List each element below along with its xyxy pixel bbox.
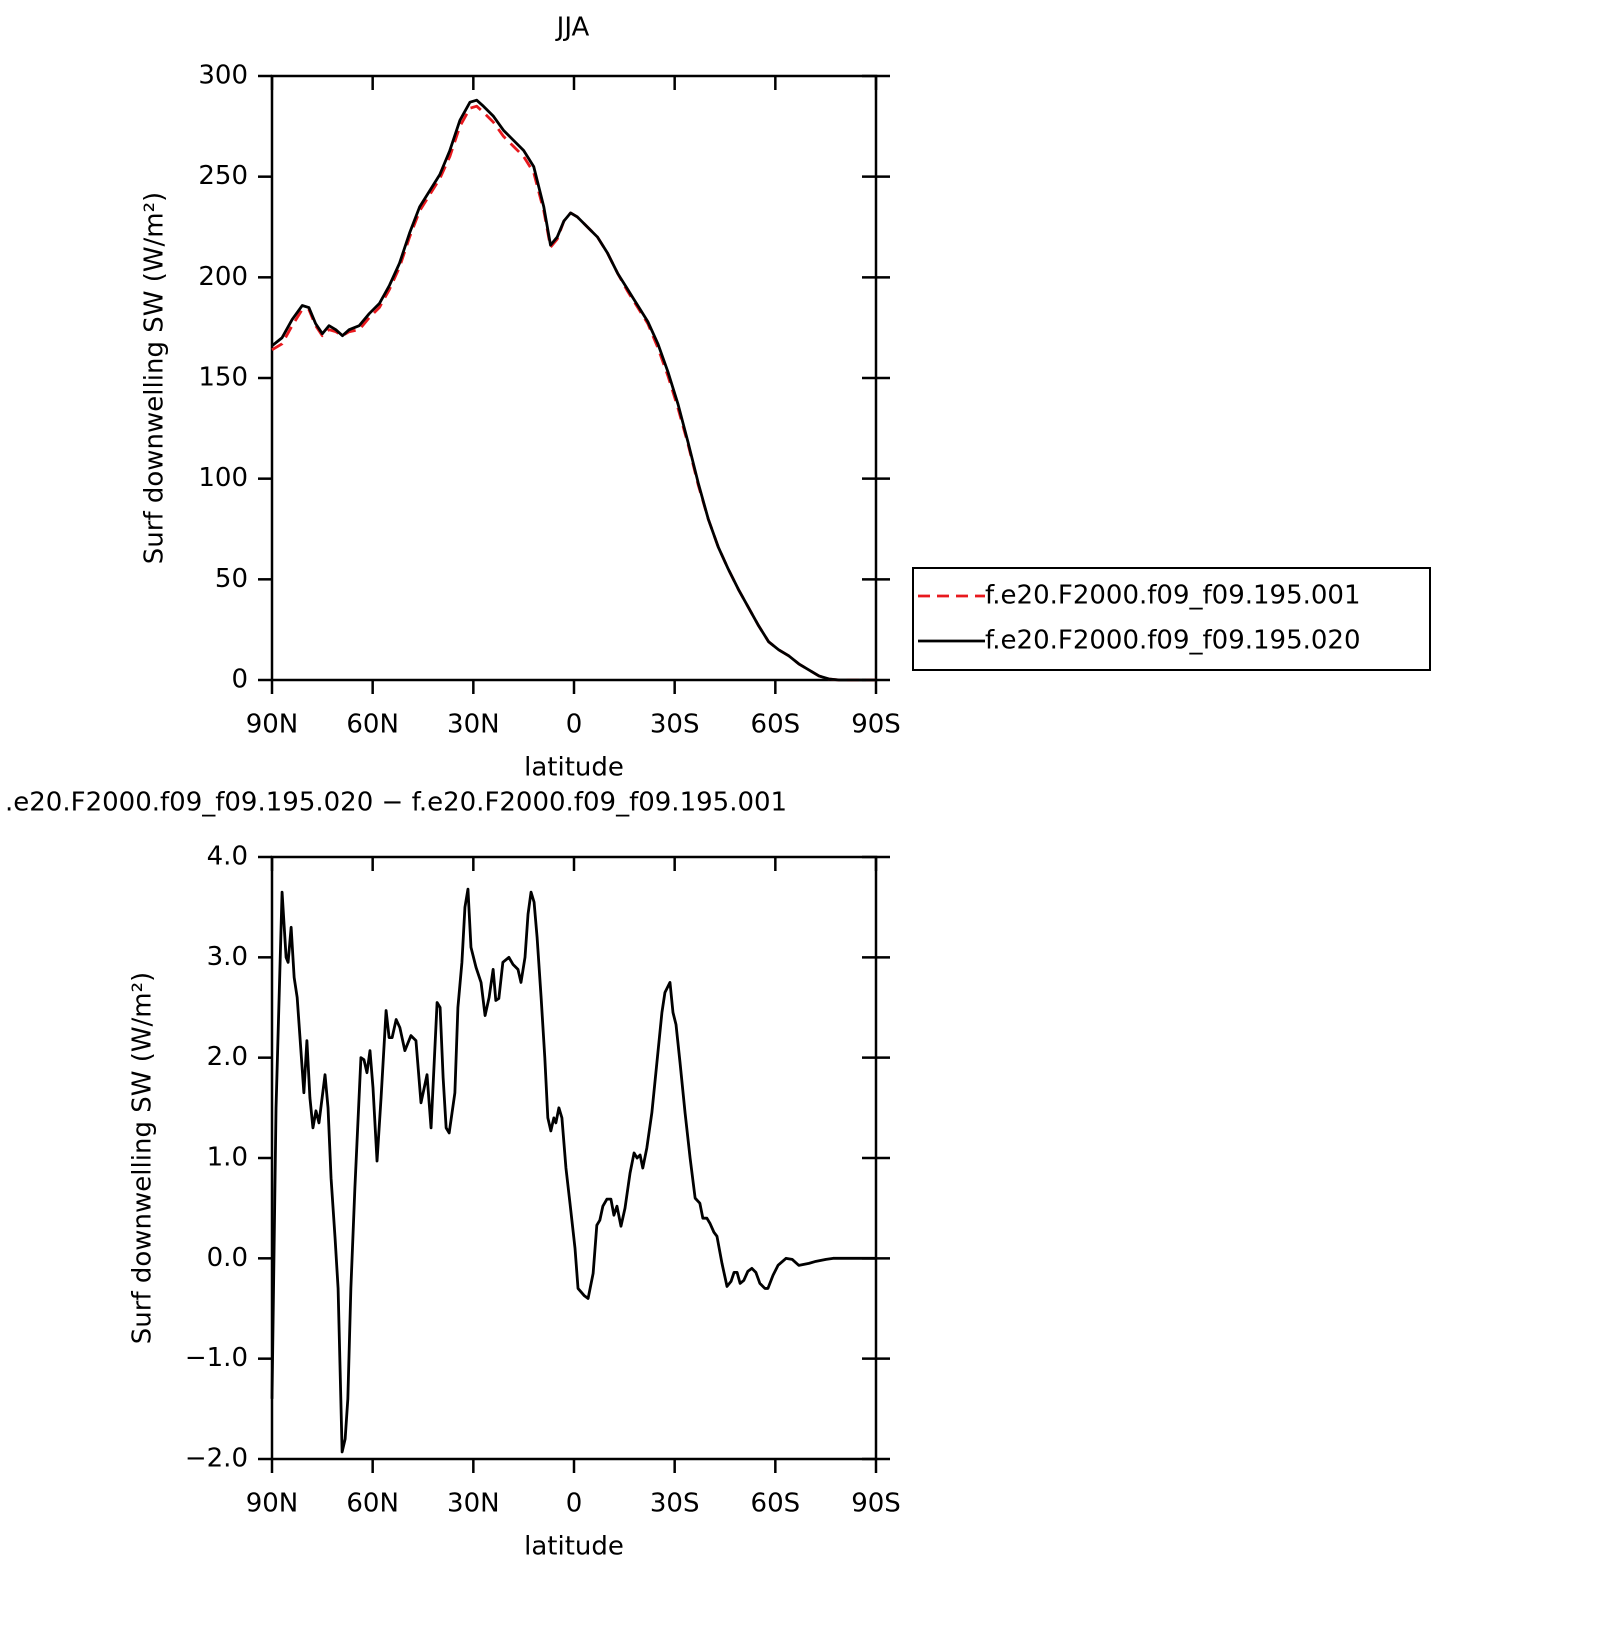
x-tick-label: 60S bbox=[751, 710, 801, 740]
y-tick-label: 3.0 bbox=[207, 942, 248, 972]
y-axis-label: Surf downwelling SW (W/m²) bbox=[128, 972, 158, 1344]
y-tick-label: 1.0 bbox=[207, 1143, 248, 1173]
x-tick-label: 90S bbox=[851, 1489, 901, 1519]
y-axis-label: Surf downwelling SW (W/m²) bbox=[140, 192, 170, 564]
x-tick-label: 90N bbox=[246, 1489, 299, 1519]
y-tick-label: 2.0 bbox=[207, 1042, 248, 1072]
x-tick-label: 30S bbox=[650, 710, 700, 740]
x-tick-label: 30N bbox=[447, 710, 500, 740]
x-tick-label: 60N bbox=[346, 1489, 399, 1519]
legend-label: f.e20.F2000.f09_f09.195.001 bbox=[985, 581, 1361, 611]
x-tick-label: 90S bbox=[851, 710, 901, 740]
y-tick-label: 250 bbox=[198, 161, 248, 191]
x-tick-label: 0 bbox=[566, 710, 583, 740]
plot-frame bbox=[270, 74, 878, 682]
y-tick-label: 100 bbox=[198, 463, 248, 493]
y-tick-label: −1.0 bbox=[185, 1343, 248, 1373]
y-tick-label: 0 bbox=[231, 665, 248, 695]
y-tick-label: 0.0 bbox=[207, 1243, 248, 1273]
data-line bbox=[271, 104, 876, 682]
data-line bbox=[271, 98, 876, 682]
y-tick-label: −2.0 bbox=[185, 1444, 248, 1474]
x-tick-label: 30N bbox=[447, 1489, 500, 1519]
legend-box bbox=[912, 567, 1431, 671]
y-tick-label: 4.0 bbox=[207, 842, 248, 872]
x-axis-label: latitude bbox=[524, 1532, 624, 1562]
plot-frame bbox=[270, 855, 878, 1461]
x-tick-label: 60N bbox=[346, 710, 399, 740]
x-tick-label: 30S bbox=[650, 1489, 700, 1519]
x-axis-label: latitude bbox=[524, 753, 624, 783]
y-tick-label: 200 bbox=[198, 262, 248, 292]
legend-label: f.e20.F2000.f09_f09.195.020 bbox=[985, 626, 1361, 656]
data-line bbox=[270, 887, 876, 1454]
y-tick-label: 150 bbox=[198, 363, 248, 393]
y-tick-label: 300 bbox=[198, 61, 248, 91]
chart-title: JJA bbox=[555, 13, 590, 43]
y-tick-label: 50 bbox=[215, 564, 248, 594]
x-tick-label: 90N bbox=[246, 710, 299, 740]
x-tick-label: 60S bbox=[751, 1489, 801, 1519]
chart-title: .e20.F2000.f09_f09.195.020 − f.e20.F2000… bbox=[5, 788, 787, 818]
x-tick-label: 0 bbox=[566, 1489, 583, 1519]
